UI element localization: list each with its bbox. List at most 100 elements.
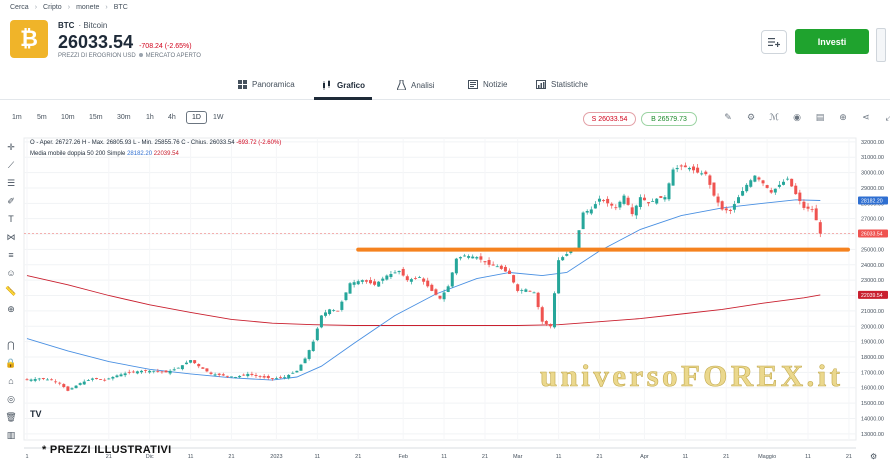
zoom-in-icon[interactable]: ⊕ (7, 304, 15, 314)
indicators-icon[interactable]: ℳ (769, 112, 779, 122)
candle-body (536, 292, 540, 308)
lock-icon[interactable]: ⌂ (8, 376, 14, 386)
candle-body (446, 286, 450, 292)
candle-body (622, 195, 626, 204)
trash-bin-icon[interactable]: ▥ (6, 430, 16, 440)
candle-body (344, 292, 348, 301)
fullscreen-icon[interactable]: ⤢ (885, 112, 890, 122)
y-tick-label: 19000.00 (861, 340, 884, 346)
tab-label: Panoramica (252, 80, 295, 89)
axis-settings-gear-icon[interactable]: ⚙ (870, 452, 877, 461)
ma50-legend-value: 28182.20 (127, 151, 153, 157)
candle-body (606, 198, 610, 204)
text-tool-icon[interactable]: T (8, 214, 14, 224)
crosshair-icon[interactable]: ✛ (7, 142, 15, 152)
breadcrumb-monete[interactable]: monete (76, 4, 100, 11)
candle-body (495, 266, 499, 268)
x-tick-label: 11 (556, 454, 562, 460)
candle-body (50, 379, 54, 381)
tab-grafico[interactable]: Grafico (322, 80, 365, 90)
candle-body (626, 197, 630, 205)
candle-body (610, 203, 614, 206)
camera-icon[interactable]: ◉ (793, 112, 801, 122)
candle-body (295, 370, 299, 373)
visibility-eye-icon[interactable]: ◎ (7, 394, 15, 404)
candle-body (540, 307, 544, 322)
add-to-watchlist-button[interactable] (761, 30, 787, 54)
candle-body (786, 178, 790, 180)
bar-stats-icon (536, 80, 546, 89)
candle-body (176, 367, 180, 369)
magnet-icon[interactable]: ⋂ (7, 340, 15, 350)
timeframe-15m[interactable]: 15m (89, 114, 103, 121)
tradingview-logo-icon: TV (30, 409, 42, 419)
candle-body (189, 360, 193, 363)
price-chart[interactable]: 32000.0031000.0030000.0029000.0028000.00… (0, 134, 890, 461)
candle-body (561, 257, 565, 261)
price-chart-svg[interactable]: 32000.0031000.0030000.0029000.0028000.00… (0, 134, 890, 461)
currency-note: PREZZI DI EROGRION USD (58, 53, 136, 59)
add-indicator-icon[interactable]: ⊕ (839, 112, 847, 122)
breadcrumb-separator: › (34, 4, 38, 11)
invest-button[interactable]: Investi (795, 29, 869, 54)
candle-body (667, 183, 671, 200)
tab-analisi[interactable]: Analisi (397, 80, 435, 90)
candle-body (565, 254, 569, 256)
sell-quote-button[interactable]: S 26033.54 (583, 112, 636, 126)
candle-body (418, 277, 422, 278)
grid-layer (23, 137, 857, 441)
candle-body (741, 191, 745, 196)
candle-body (221, 374, 225, 376)
candle-body (41, 378, 45, 380)
grid-icon (238, 80, 247, 89)
candle-body (401, 268, 405, 276)
pattern-tool-icon[interactable]: ⋈ (6, 232, 16, 242)
candle-body (381, 278, 385, 281)
buy-quote-button[interactable]: B 26579.73 (641, 112, 697, 126)
breadcrumb-cripto[interactable]: Cripto (43, 4, 62, 11)
timeframe-1w[interactable]: 1W (213, 114, 224, 121)
candle-body (389, 274, 393, 278)
trash-icon[interactable]: 🗑 (5, 412, 17, 422)
timeframe-10m[interactable]: 10m (61, 114, 75, 121)
x-tick-label: 21 (228, 454, 234, 460)
timeframe-1h[interactable]: 1h (146, 114, 154, 121)
candle-body (135, 371, 139, 374)
price-line: 26033.54 -708.24 (-2.65%) (58, 32, 192, 53)
timeframe-4h[interactable]: 4h (168, 114, 176, 121)
horizontal-lines-icon[interactable]: ☰ (6, 178, 16, 188)
y-tick-label: 17000.00 (861, 370, 884, 376)
ma200-line (26, 275, 821, 326)
tab-statistiche[interactable]: Statistiche (536, 80, 588, 89)
candle-body (303, 358, 307, 364)
fib-tool-icon[interactable]: ≡ (8, 250, 14, 260)
candles-layer (25, 162, 822, 392)
emoji-icon[interactable]: ☺ (6, 268, 16, 278)
timeframe-30m[interactable]: 30m (117, 114, 131, 121)
breadcrumb-cerca[interactable]: Cerca (10, 4, 29, 11)
timeframe-5m[interactable]: 5m (37, 114, 47, 121)
candle-body (585, 211, 589, 213)
draw-pencil-icon[interactable]: ✎ (724, 112, 732, 122)
candle-body (634, 205, 638, 216)
tab-notizie[interactable]: Notizie (468, 80, 507, 89)
side-scroll-handle[interactable] (876, 28, 886, 62)
breadcrumb-separator: › (67, 4, 71, 11)
lock-drawing-icon[interactable]: 🔒 (5, 358, 17, 368)
share-icon[interactable]: ⋖ (862, 112, 870, 122)
candle-body (283, 376, 287, 378)
brush-icon[interactable]: ✐ (7, 196, 15, 206)
candle-body (352, 282, 356, 285)
timeframe-1m[interactable]: 1m (12, 114, 22, 121)
ruler-icon[interactable]: 📏 (5, 286, 17, 296)
settings-gear-icon[interactable]: ⚙ (746, 112, 756, 122)
templates-icon[interactable]: ▤ (815, 112, 825, 122)
tab-panoramica[interactable]: Panoramica (238, 80, 295, 89)
candle-body (82, 381, 86, 385)
candle-body (90, 378, 94, 380)
timeframe-1d[interactable]: 1D (186, 111, 207, 124)
x-tick-label: 2023 (270, 454, 282, 460)
x-tick-label: Dic (146, 454, 154, 460)
trendline-icon[interactable]: ⟋ (7, 160, 15, 170)
candle-body (765, 185, 769, 188)
